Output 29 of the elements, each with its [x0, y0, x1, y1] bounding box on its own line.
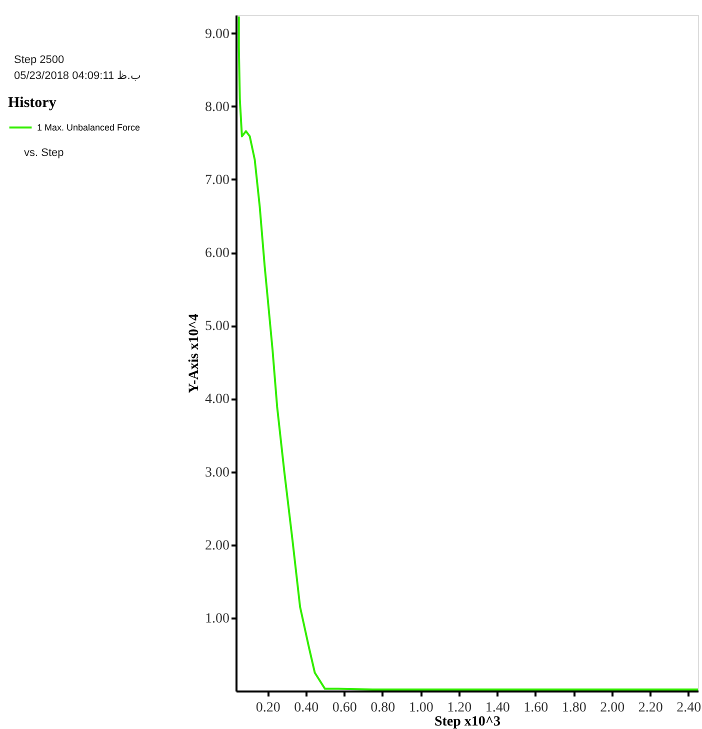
y-tick-label: 9.00 [205, 26, 230, 42]
x-tick-label: 1.40 [485, 700, 510, 716]
x-tick-label: 0.20 [256, 700, 280, 716]
x-tick-label: 1.20 [447, 700, 472, 716]
y-axis-title: Y-Axis x10^4 [187, 314, 202, 394]
y-tick-label: 2.00 [205, 538, 230, 554]
text: vs. Step [24, 147, 64, 159]
y-tick-label: 1.00 [205, 611, 230, 626]
text: ب.ظ 04:09:11 05/23/2018 [14, 70, 140, 82]
x-tick-label: 1.80 [562, 700, 586, 716]
y-tick-label: 4.00 [205, 392, 230, 408]
text: Step 2500 [14, 54, 64, 66]
x-tick-label: 0.80 [370, 700, 396, 716]
line-series [238, 15, 698, 691]
legend-title: History [8, 95, 57, 111]
x-tick-label: 1.60 [524, 700, 548, 716]
y-tick-label: 3.00 [205, 465, 230, 480]
x-tick-label: 0.60 [332, 700, 357, 716]
y-tick-label: 7.00 [205, 172, 230, 188]
legend-label: 1 Max. Unbalanced Force [37, 122, 140, 132]
x-tick-label: 2.00 [600, 700, 625, 716]
x-tick-label: 0.40 [294, 700, 319, 716]
y-tick-label: 8.00 [205, 100, 230, 115]
x-tick-label: 1.00 [408, 700, 434, 716]
y-tick-label: 6.00 [205, 246, 230, 262]
x-axis-title: Step x10^3 [434, 714, 501, 729]
y-tick-label: 5.00 [205, 319, 230, 334]
x-tick-label: 2.20 [638, 700, 663, 716]
x-tick-label: 2.40 [676, 700, 702, 716]
